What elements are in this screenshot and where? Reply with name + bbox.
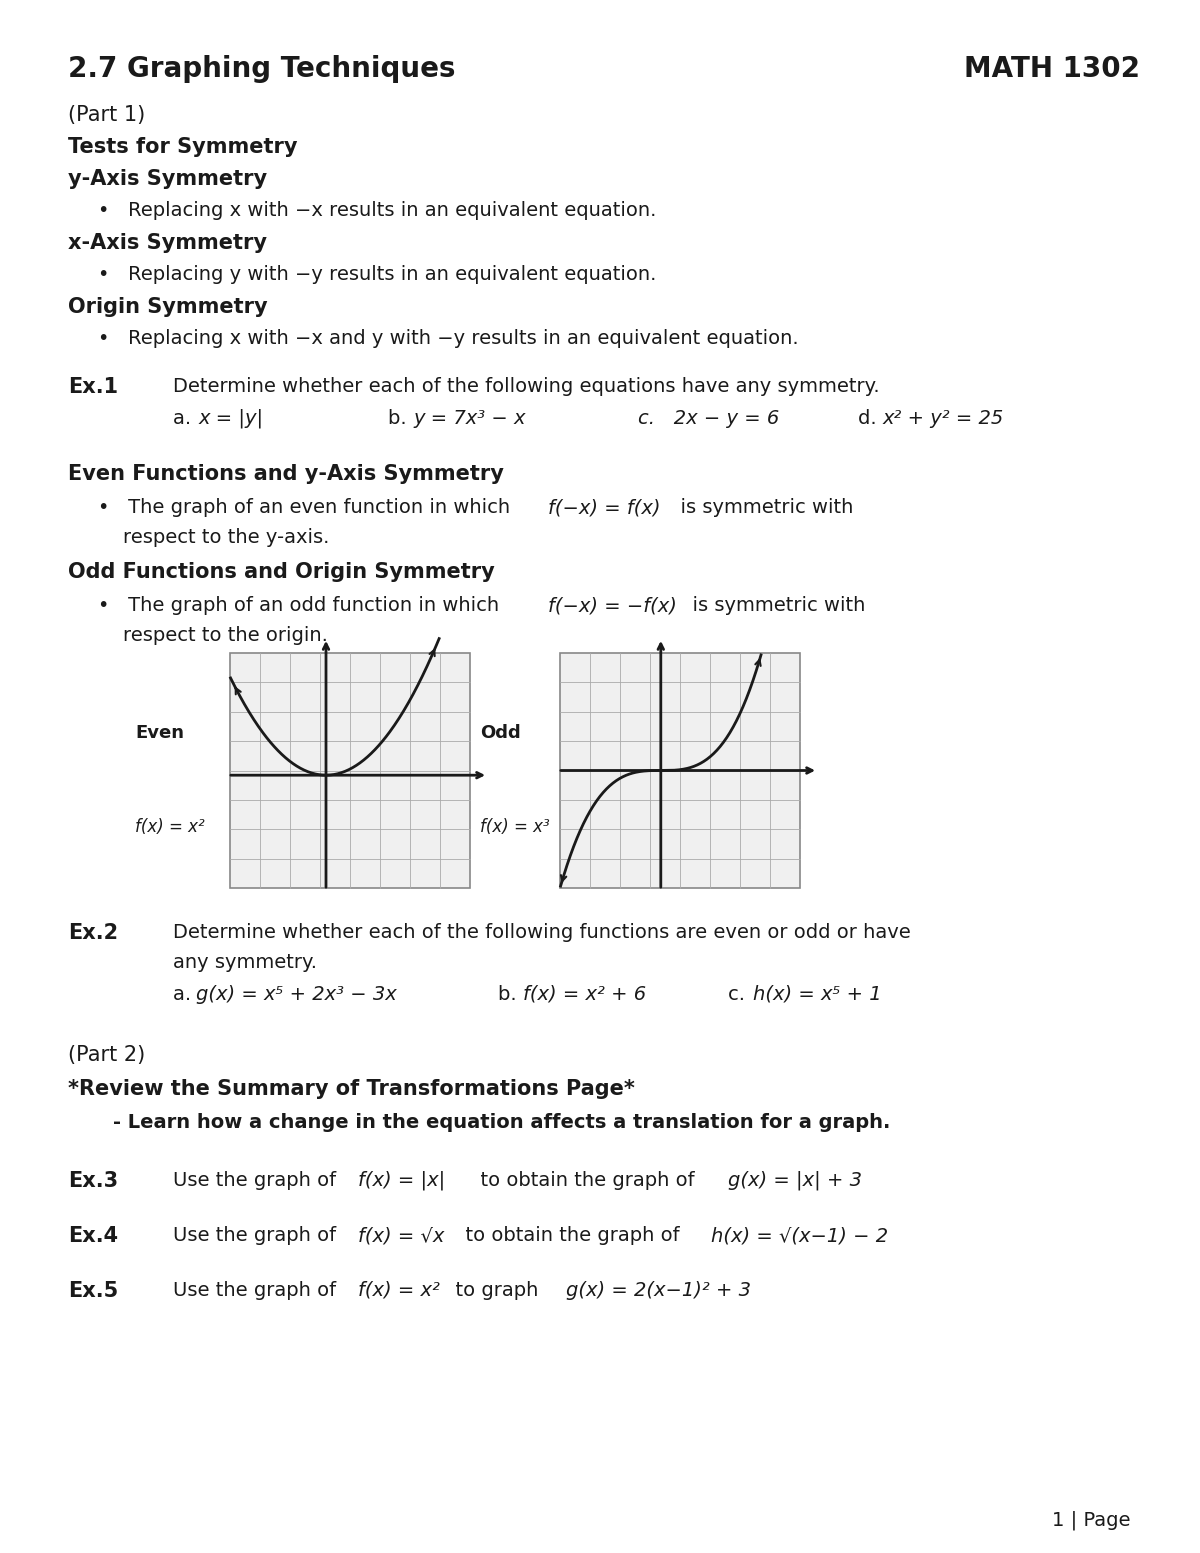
Text: respect to the y-axis.: respect to the y-axis.	[124, 528, 329, 547]
Text: x² + y² = 25: x² + y² = 25	[883, 408, 1004, 429]
Text: Use the graph of: Use the graph of	[173, 1281, 349, 1300]
Text: Odd Functions and Origin Symmetry: Odd Functions and Origin Symmetry	[68, 562, 494, 582]
Text: y = 7x³ − x: y = 7x³ − x	[413, 408, 526, 429]
Text: a.: a.	[173, 408, 204, 429]
Text: 1 | Page: 1 | Page	[1051, 1510, 1130, 1530]
Text: f(x) = |x|: f(x) = |x|	[358, 1171, 445, 1191]
Text: Determine whether each of the following functions are even or odd or have: Determine whether each of the following …	[173, 922, 911, 943]
Text: b.: b.	[388, 408, 419, 429]
Text: to obtain the graph of: to obtain the graph of	[468, 1171, 707, 1190]
Text: Even Functions and y-Axis Symmetry: Even Functions and y-Axis Symmetry	[68, 464, 504, 485]
Text: Ex.3: Ex.3	[68, 1171, 118, 1191]
Text: •   Replacing x with −x and y with −y results in an equivalent equation.: • Replacing x with −x and y with −y resu…	[98, 329, 799, 348]
Text: is symmetric with: is symmetric with	[668, 499, 853, 517]
Text: Use the graph of: Use the graph of	[173, 1225, 349, 1246]
Bar	[230, 652, 470, 888]
Text: x-Axis Symmetry: x-Axis Symmetry	[68, 233, 266, 253]
Text: •   The graph of an even function in which: • The graph of an even function in which	[98, 499, 523, 517]
Text: Ex.1: Ex.1	[68, 377, 118, 398]
Text: respect to the origin.: respect to the origin.	[124, 626, 328, 644]
Text: Odd: Odd	[480, 724, 521, 741]
Text: •   Replacing x with −x results in an equivalent equation.: • Replacing x with −x results in an equi…	[98, 200, 656, 221]
Text: h(x) = √(x−1) − 2: h(x) = √(x−1) − 2	[710, 1225, 888, 1246]
Text: to graph: to graph	[443, 1281, 551, 1300]
Bar	[560, 652, 800, 888]
Text: Ex.4: Ex.4	[68, 1225, 118, 1246]
Text: d.: d.	[858, 408, 889, 429]
Text: (Part 2): (Part 2)	[68, 1045, 145, 1065]
Text: b.: b.	[498, 985, 529, 1003]
Text: y-Axis Symmetry: y-Axis Symmetry	[68, 169, 268, 189]
Text: MATH 1302: MATH 1302	[964, 54, 1140, 82]
Text: g(x) = 2(x−1)² + 3: g(x) = 2(x−1)² + 3	[566, 1281, 751, 1300]
Text: f(x) = x² + 6: f(x) = x² + 6	[523, 985, 646, 1003]
Text: Tests for Symmetry: Tests for Symmetry	[68, 137, 298, 157]
Text: h(x) = x⁵ + 1: h(x) = x⁵ + 1	[754, 985, 882, 1003]
Text: •   Replacing y with −y results in an equivalent equation.: • Replacing y with −y results in an equi…	[98, 266, 656, 284]
Text: any symmetry.: any symmetry.	[173, 954, 317, 972]
Text: - Learn how a change in the equation affects a translation for a graph.: - Learn how a change in the equation aff…	[113, 1114, 890, 1132]
Text: Ex.2: Ex.2	[68, 922, 118, 943]
Text: (Part 1): (Part 1)	[68, 106, 145, 124]
Text: g(x) = x⁵ + 2x³ − 3x: g(x) = x⁵ + 2x³ − 3x	[196, 985, 397, 1003]
Text: •   The graph of an odd function in which: • The graph of an odd function in which	[98, 596, 511, 615]
Text: c.: c.	[728, 985, 757, 1003]
Text: is symmetric with: is symmetric with	[680, 596, 865, 615]
Text: x = |y|: x = |y|	[198, 408, 263, 429]
Text: *Review the Summary of Transformations Page*: *Review the Summary of Transformations P…	[68, 1079, 635, 1100]
Text: Use the graph of: Use the graph of	[173, 1171, 349, 1190]
Text: f(−x) = −f(x): f(−x) = −f(x)	[548, 596, 677, 615]
Text: 2.7 Graphing Techniques: 2.7 Graphing Techniques	[68, 54, 456, 82]
Text: to obtain the graph of: to obtain the graph of	[454, 1225, 692, 1246]
Text: f(x) = x²: f(x) = x²	[134, 817, 205, 836]
Text: c.   2x − y = 6: c. 2x − y = 6	[638, 408, 779, 429]
Text: Ex.5: Ex.5	[68, 1281, 119, 1301]
Text: Even: Even	[134, 724, 184, 741]
Text: f(x) = x³: f(x) = x³	[480, 817, 550, 836]
Text: f(x) = √x: f(x) = √x	[358, 1225, 444, 1246]
Text: a.: a.	[173, 985, 204, 1003]
Text: g(x) = |x| + 3: g(x) = |x| + 3	[728, 1171, 862, 1191]
Text: Determine whether each of the following equations have any symmetry.: Determine whether each of the following …	[173, 377, 880, 396]
Text: Origin Symmetry: Origin Symmetry	[68, 297, 268, 317]
Text: f(−x) = f(x): f(−x) = f(x)	[548, 499, 660, 517]
Text: f(x) = x²: f(x) = x²	[358, 1281, 440, 1300]
